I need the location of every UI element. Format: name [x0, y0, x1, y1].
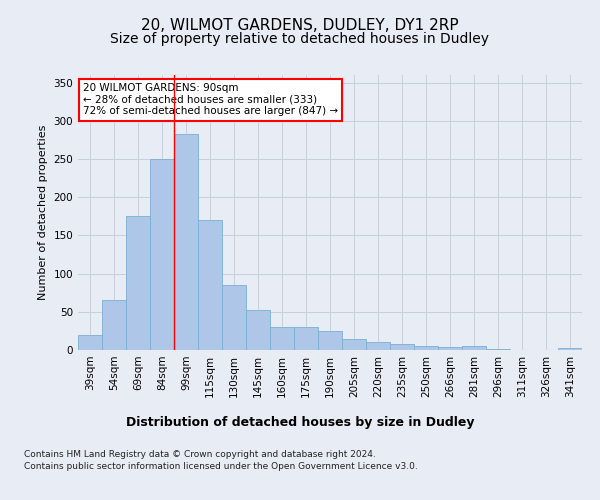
Bar	[270, 327, 294, 350]
Bar	[294, 327, 318, 350]
Bar	[366, 342, 390, 350]
Bar	[246, 310, 270, 350]
Bar	[198, 220, 222, 350]
Y-axis label: Number of detached properties: Number of detached properties	[38, 125, 48, 300]
Text: 20, WILMOT GARDENS, DUDLEY, DY1 2RP: 20, WILMOT GARDENS, DUDLEY, DY1 2RP	[141, 18, 459, 32]
Bar	[318, 331, 342, 350]
Text: Distribution of detached houses by size in Dudley: Distribution of detached houses by size …	[126, 416, 474, 429]
Bar	[222, 285, 246, 350]
Bar	[102, 300, 126, 350]
Text: Contains HM Land Registry data © Crown copyright and database right 2024.
Contai: Contains HM Land Registry data © Crown c…	[24, 450, 418, 471]
Bar	[126, 216, 150, 350]
Bar	[438, 347, 462, 350]
Bar	[174, 134, 198, 350]
Bar	[414, 346, 438, 350]
Bar	[390, 344, 414, 350]
Bar	[486, 349, 510, 350]
Text: Size of property relative to detached houses in Dudley: Size of property relative to detached ho…	[110, 32, 490, 46]
Text: 20 WILMOT GARDENS: 90sqm
← 28% of detached houses are smaller (333)
72% of semi-: 20 WILMOT GARDENS: 90sqm ← 28% of detach…	[83, 83, 338, 116]
Bar	[78, 334, 102, 350]
Bar	[462, 346, 486, 350]
Bar	[558, 348, 582, 350]
Bar	[342, 338, 366, 350]
Bar	[150, 159, 174, 350]
